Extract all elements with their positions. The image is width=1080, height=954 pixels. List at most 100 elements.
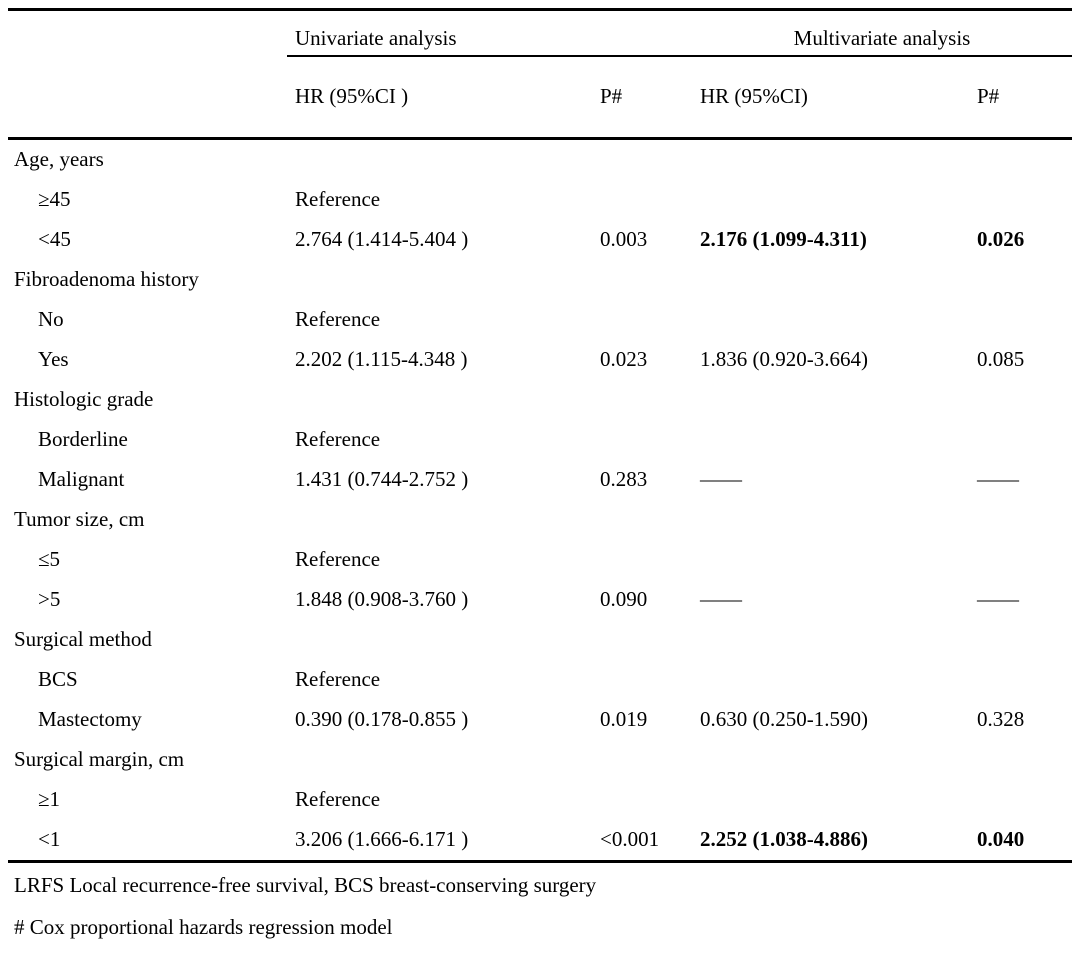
uni-p-cell: 0.090 [600, 587, 648, 612]
variable-cell: ≤5 [38, 547, 61, 572]
uni-hr-cell: Reference [295, 187, 381, 212]
uni-hr-cell: Reference [295, 667, 381, 692]
multi-hr-cell: 1.836 (0.920-3.664) [700, 347, 868, 372]
column-header-multi-hr: HR (95%CI) [692, 56, 969, 140]
uni-hr-cell: Reference [295, 427, 381, 452]
multi-hr-dash-cell: —— [700, 587, 742, 612]
multi-p-cell: 0.026 [977, 227, 1025, 252]
table-row: >5 1.848 (0.908-3.760 ) 0.090 —— —— [8, 580, 1072, 620]
empty-cell [692, 300, 969, 340]
empty-cell [287, 380, 592, 420]
empty-cell [969, 380, 1072, 420]
column-header-uni-p: P# [592, 56, 692, 140]
empty-cell [592, 420, 692, 460]
group-header-multivariate: Multivariate analysis [692, 9, 1072, 57]
empty-cell [592, 740, 692, 780]
empty-cell [8, 10, 287, 57]
table-row: Mastectomy 0.390 (0.178-0.855 ) 0.019 0.… [8, 700, 1072, 740]
column-header-multi-p: P# [969, 56, 1072, 140]
uni-p-cell: <0.001 [600, 827, 660, 852]
table-footnotes: LRFS Local recurrence-free survival, BCS… [14, 871, 1080, 941]
uni-p-cell: 0.023 [600, 347, 648, 372]
table-row: Malignant 1.431 (0.744-2.752 ) 0.283 —— … [8, 460, 1072, 500]
empty-cell [692, 380, 969, 420]
paper-table-page: Univariate analysis Multivariate analysi… [0, 8, 1080, 954]
uni-p-cell: 0.003 [600, 227, 648, 252]
multi-p-cell: 0.040 [977, 827, 1025, 852]
uni-hr-cell: 1.431 (0.744-2.752 ) [295, 467, 469, 492]
empty-cell [287, 620, 592, 660]
variable-cell: Tumor size, cm [14, 507, 145, 532]
multi-hr-cell: 0.630 (0.250-1.590) [700, 707, 868, 732]
variable-cell: BCS [38, 667, 78, 692]
group-header-row: Univariate analysis Multivariate analysi… [8, 9, 1072, 57]
uni-hr-cell: Reference [295, 787, 381, 812]
column-header-uni-hr: HR (95%CI ) [287, 56, 592, 140]
empty-cell [592, 660, 692, 700]
category-row: Tumor size, cm [8, 500, 1072, 540]
column-header-row: HR (95%CI ) P# HR (95%CI) P# [8, 56, 1072, 140]
variable-cell: >5 [38, 587, 61, 612]
variable-cell: Age, years [14, 147, 104, 172]
category-row: Fibroadenoma history [8, 260, 1072, 300]
empty-cell [592, 620, 692, 660]
empty-cell [592, 380, 692, 420]
footnote-model: # Cox proportional hazards regression mo… [14, 915, 393, 939]
variable-cell: <1 [38, 827, 61, 852]
variable-cell: Surgical margin, cm [14, 747, 185, 772]
empty-cell [969, 139, 1072, 181]
uni-hr-cell: Reference [295, 307, 381, 332]
empty-cell [969, 500, 1072, 540]
uni-hr-cell: 2.202 (1.115-4.348 ) [295, 347, 468, 372]
empty-cell [692, 780, 969, 820]
variable-cell: Mastectomy [38, 707, 142, 732]
empty-cell [692, 139, 969, 181]
cox-regression-table: Univariate analysis Multivariate analysi… [8, 8, 1072, 863]
empty-cell [592, 260, 692, 300]
empty-cell [287, 740, 592, 780]
empty-cell [692, 180, 969, 220]
uni-hr-cell: Reference [295, 547, 381, 572]
variable-cell: <45 [38, 227, 71, 252]
empty-cell [969, 180, 1072, 220]
table-row: BCS Reference [8, 660, 1072, 700]
empty-cell [592, 780, 692, 820]
table-row: Borderline Reference [8, 420, 1072, 460]
variable-cell: ≥45 [38, 187, 71, 212]
multi-p-dash-cell: —— [977, 467, 1019, 492]
variable-cell: Malignant [38, 467, 125, 492]
uni-hr-cell: 2.764 (1.414-5.404 ) [295, 227, 469, 252]
variable-cell: Yes [38, 347, 69, 372]
uni-hr-cell: 0.390 (0.178-0.855 ) [295, 707, 469, 732]
category-row: Surgical margin, cm [8, 740, 1072, 780]
table-row: Yes 2.202 (1.115-4.348 ) 0.023 1.836 (0.… [8, 340, 1072, 380]
empty-cell [287, 500, 592, 540]
table-row: ≤5 Reference [8, 540, 1072, 580]
uni-hr-cell: 1.848 (0.908-3.760 ) [295, 587, 469, 612]
variable-cell: Fibroadenoma history [14, 267, 199, 292]
empty-cell [692, 620, 969, 660]
empty-cell [969, 300, 1072, 340]
table-row: <1 3.206 (1.666-6.171 ) <0.001 2.252 (1.… [8, 820, 1072, 862]
empty-cell [592, 139, 692, 181]
table-row: ≥45 Reference [8, 180, 1072, 220]
empty-cell [969, 260, 1072, 300]
multi-hr-dash-cell: —— [700, 467, 742, 492]
empty-cell [692, 420, 969, 460]
multi-hr-cell: 2.252 (1.038-4.886) [700, 827, 868, 852]
variable-cell: Surgical method [14, 627, 152, 652]
empty-cell [969, 420, 1072, 460]
multi-hr-cell: 2.176 (1.099-4.311) [700, 227, 867, 252]
empty-cell [592, 180, 692, 220]
empty-cell [692, 660, 969, 700]
uni-hr-cell: 3.206 (1.666-6.171 ) [295, 827, 469, 852]
uni-p-cell: 0.019 [600, 707, 648, 732]
empty-cell [592, 500, 692, 540]
category-row: Histologic grade [8, 380, 1072, 420]
empty-cell [287, 260, 592, 300]
table-row: ≥1 Reference [8, 780, 1072, 820]
table-row: <45 2.764 (1.414-5.404 ) 0.003 2.176 (1.… [8, 220, 1072, 260]
variable-cell: Histologic grade [14, 387, 154, 412]
empty-cell [969, 540, 1072, 580]
table-row: No Reference [8, 300, 1072, 340]
